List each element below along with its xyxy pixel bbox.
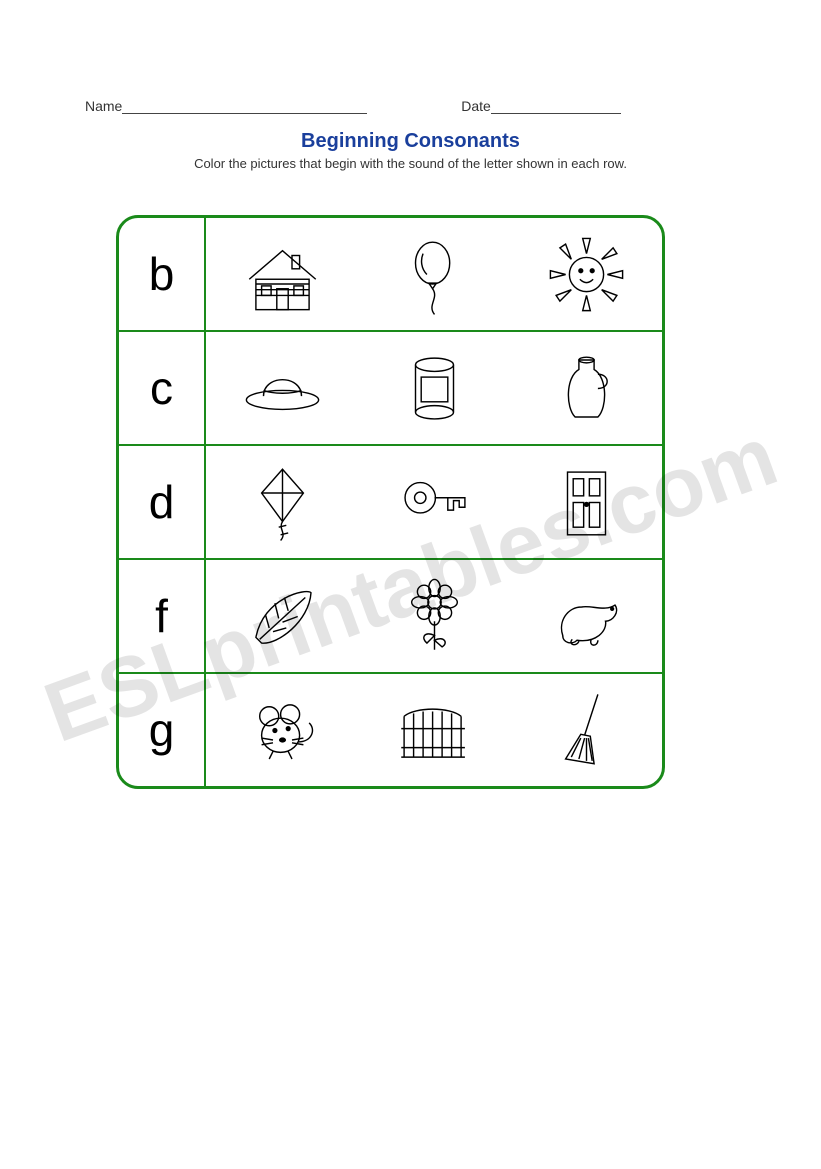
- picture-hat: [206, 332, 358, 444]
- letter-cell: d: [119, 446, 206, 558]
- picture-can: [358, 332, 510, 444]
- header-line: Name Date: [85, 98, 736, 114]
- letter-cell: c: [119, 332, 206, 444]
- picture-sun: [510, 218, 662, 330]
- worksheet-grid: b: [116, 215, 665, 789]
- name-underline[interactable]: [122, 99, 367, 114]
- picture-mouse: [206, 674, 358, 786]
- worksheet-page: Name Date Beginning Consonants Color the…: [0, 0, 821, 1169]
- worksheet-title: Beginning Consonants: [0, 130, 821, 153]
- picture-flower: [358, 560, 510, 672]
- picture-jug: [510, 332, 662, 444]
- grid-row: c: [119, 332, 662, 446]
- picture-key: [358, 446, 510, 558]
- letter-cell: f: [119, 560, 206, 672]
- grid-row: d: [119, 446, 662, 560]
- letter-cell: g: [119, 674, 206, 786]
- grid-row: b: [119, 218, 662, 332]
- picture-seal: [510, 560, 662, 672]
- picture-leaf: [206, 560, 358, 672]
- picture-house: [206, 218, 358, 330]
- picture-balloon: [358, 218, 510, 330]
- date-label: Date: [461, 98, 491, 114]
- picture-broom: [510, 674, 662, 786]
- instructions-text: Color the pictures that begin with the s…: [0, 156, 821, 171]
- grid-row: f: [119, 560, 662, 674]
- grid-row: g: [119, 674, 662, 786]
- picture-gate: [358, 674, 510, 786]
- letter-cell: b: [119, 218, 206, 330]
- picture-door: [510, 446, 662, 558]
- date-underline[interactable]: [491, 99, 621, 114]
- name-label: Name: [85, 98, 122, 114]
- picture-kite: [206, 446, 358, 558]
